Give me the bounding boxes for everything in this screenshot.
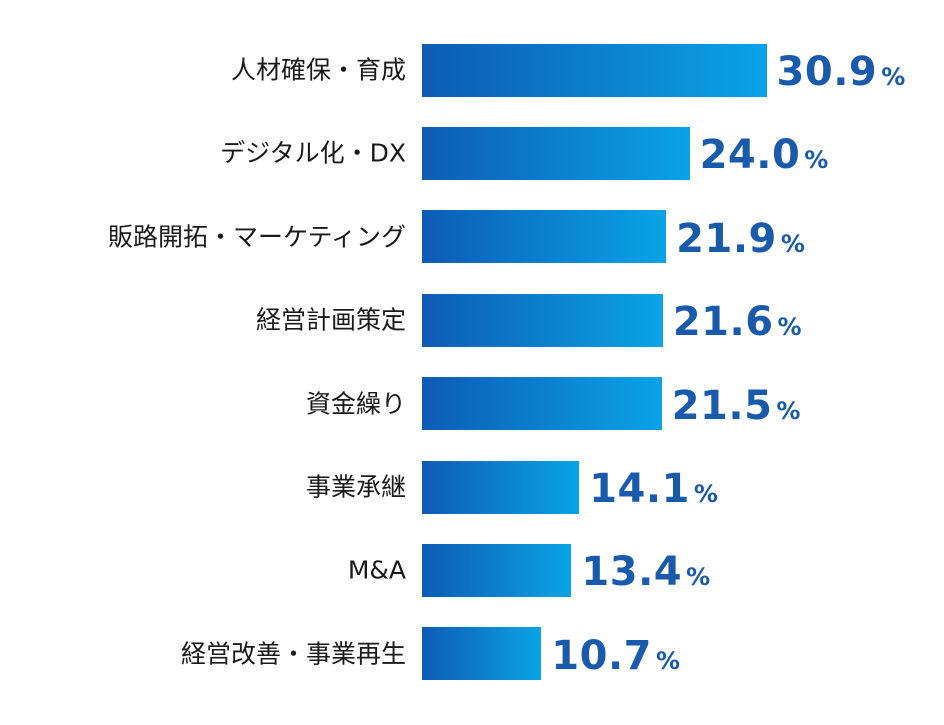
bar: [422, 460, 580, 514]
value-label: 30.9%: [777, 52, 906, 92]
value-unit: %: [780, 229, 805, 258]
category-label: デジタル化・DX: [220, 138, 406, 168]
value-number: 21.9: [676, 215, 777, 262]
bar: [422, 126, 690, 180]
value-label: 24.0%: [700, 135, 829, 175]
bar: [422, 543, 572, 597]
value-number: 21.5: [671, 382, 773, 429]
value-label: 21.9%: [676, 219, 805, 259]
value-unit: %: [656, 646, 681, 675]
bar: [422, 377, 662, 431]
value-unit: %: [776, 396, 801, 425]
category-label: 事業承継: [305, 472, 406, 502]
category-label: 経営改善・事業再生: [180, 639, 406, 669]
value-unit: %: [686, 563, 711, 592]
category-label: 経営計画策定: [255, 305, 406, 335]
value-number: 21.6: [672, 299, 774, 346]
value-number: 30.9: [776, 49, 878, 95]
value-number: 10.7: [551, 632, 652, 679]
value-label: 21.5%: [672, 386, 801, 426]
value-label: 13.4%: [581, 552, 710, 592]
value-label: 21.6%: [673, 302, 802, 342]
value-unit: %: [881, 63, 906, 91]
value-label: 10.7%: [551, 636, 680, 676]
bar: [422, 43, 767, 97]
bar: [422, 627, 542, 681]
bar: [422, 293, 663, 347]
value-unit: %: [777, 313, 802, 342]
value-number: 14.1: [589, 466, 690, 512]
value-number: 24.0: [699, 132, 801, 179]
bar: [422, 210, 667, 264]
value-unit: %: [693, 480, 718, 508]
value-number: 13.4: [581, 549, 683, 596]
category-label: 販路開拓・マーケティング: [107, 222, 406, 252]
category-label: 資金繰り: [305, 389, 406, 419]
category-label: 人材確保・育成: [230, 55, 406, 85]
category-label: M&A: [347, 555, 406, 585]
value-unit: %: [804, 146, 829, 175]
value-label: 14.1%: [589, 469, 718, 509]
